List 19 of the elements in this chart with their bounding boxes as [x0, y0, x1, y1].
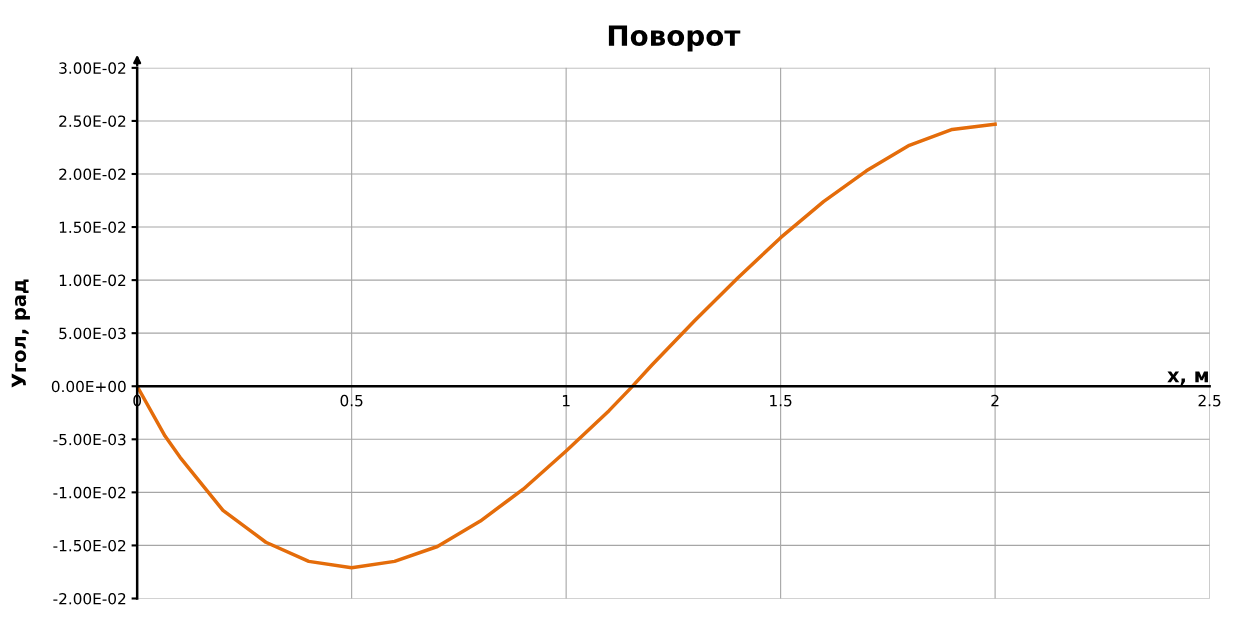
x-tick-label: 1.5 — [770, 395, 792, 407]
chart-title: Поворот — [608, 25, 741, 52]
y-axis-title: Угол, рад — [11, 279, 30, 388]
y-tick-label: 0.00E+00 — [51, 380, 126, 393]
y-tick-label: -1.00E-02 — [53, 486, 126, 499]
y-tick-label: 3.00E-02 — [59, 62, 126, 74]
x-tick-label: 2.5 — [1198, 394, 1221, 407]
y-tick-label: 2.50E-02 — [59, 115, 126, 127]
x-tick-label: 1 — [562, 395, 570, 407]
y-tick-label: 2.00E-02 — [59, 168, 126, 181]
y-tick-label: 1.00E-02 — [59, 274, 126, 287]
x-axis-title: x, м — [1167, 371, 1208, 385]
y-tick-label: -5.00E-03 — [53, 433, 126, 446]
x-tick-label: 2 — [991, 394, 999, 407]
y-tick-label: -1.50E-02 — [53, 539, 126, 552]
y-tick-label: -2.00E-02 — [53, 592, 126, 605]
y-tick-label: 5.00E-03 — [59, 327, 126, 340]
x-tick-label: 0.5 — [340, 394, 363, 407]
y-tick-label: 1.50E-02 — [59, 221, 126, 234]
